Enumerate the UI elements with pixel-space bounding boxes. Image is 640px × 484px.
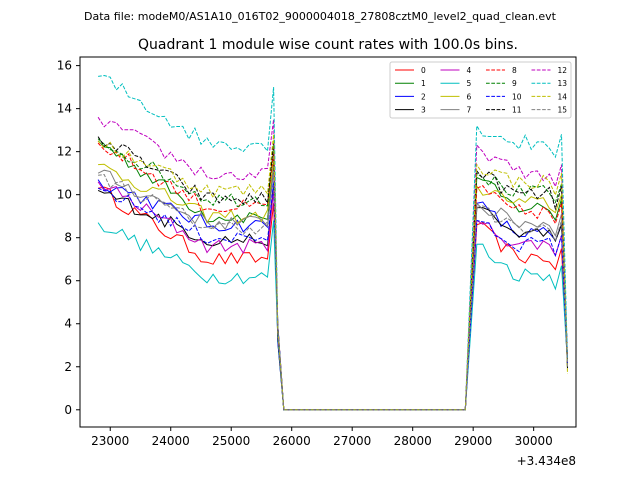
legend-label-6: 6 [467,92,472,101]
legend-label-5: 5 [467,79,472,88]
x-tick-label: 27000 [333,434,371,448]
x-tick-label: 25000 [212,434,250,448]
y-tick-label: 8 [64,231,72,245]
legend-label-11: 11 [512,106,522,115]
x-tick-label: 29000 [454,434,492,448]
x-offset-label: +3.434e8 [517,454,576,468]
y-tick-label: 14 [57,102,72,116]
data-file-label: Data file: modeM0/AS1A10_016T02_90000040… [84,10,557,23]
count-rate-chart: Data file: modeM0/AS1A10_016T02_90000040… [0,0,640,480]
y-tick-label: 2 [64,360,72,374]
legend-label-7: 7 [467,106,472,115]
legend-label-9: 9 [512,79,517,88]
x-tick-label: 24000 [152,434,190,448]
x-tick-label: 30000 [515,434,553,448]
legend-label-10: 10 [512,92,522,101]
legend-label-0: 0 [421,66,426,75]
legend-label-2: 2 [421,92,426,101]
x-tick-label: 26000 [273,434,311,448]
legend-label-1: 1 [421,79,426,88]
x-tick-label: 28000 [394,434,432,448]
y-tick-label: 6 [64,274,72,288]
legend-label-15: 15 [558,106,568,115]
y-tick-label: 0 [64,403,72,417]
legend-label-13: 13 [558,79,568,88]
x-tick-label: 23000 [91,434,129,448]
chart-title: Quadrant 1 module wise count rates with … [138,37,518,53]
legend-label-3: 3 [421,106,426,115]
y-tick-label: 4 [64,317,72,331]
figure: Data file: modeM0/AS1A10_016T02_90000040… [0,0,640,480]
y-tick-label: 10 [57,188,72,202]
y-tick-label: 12 [57,145,72,159]
y-tick-label: 16 [57,59,72,73]
legend-label-4: 4 [467,66,472,75]
legend-label-8: 8 [512,66,517,75]
legend-label-12: 12 [558,66,568,75]
legend-label-14: 14 [558,92,568,101]
